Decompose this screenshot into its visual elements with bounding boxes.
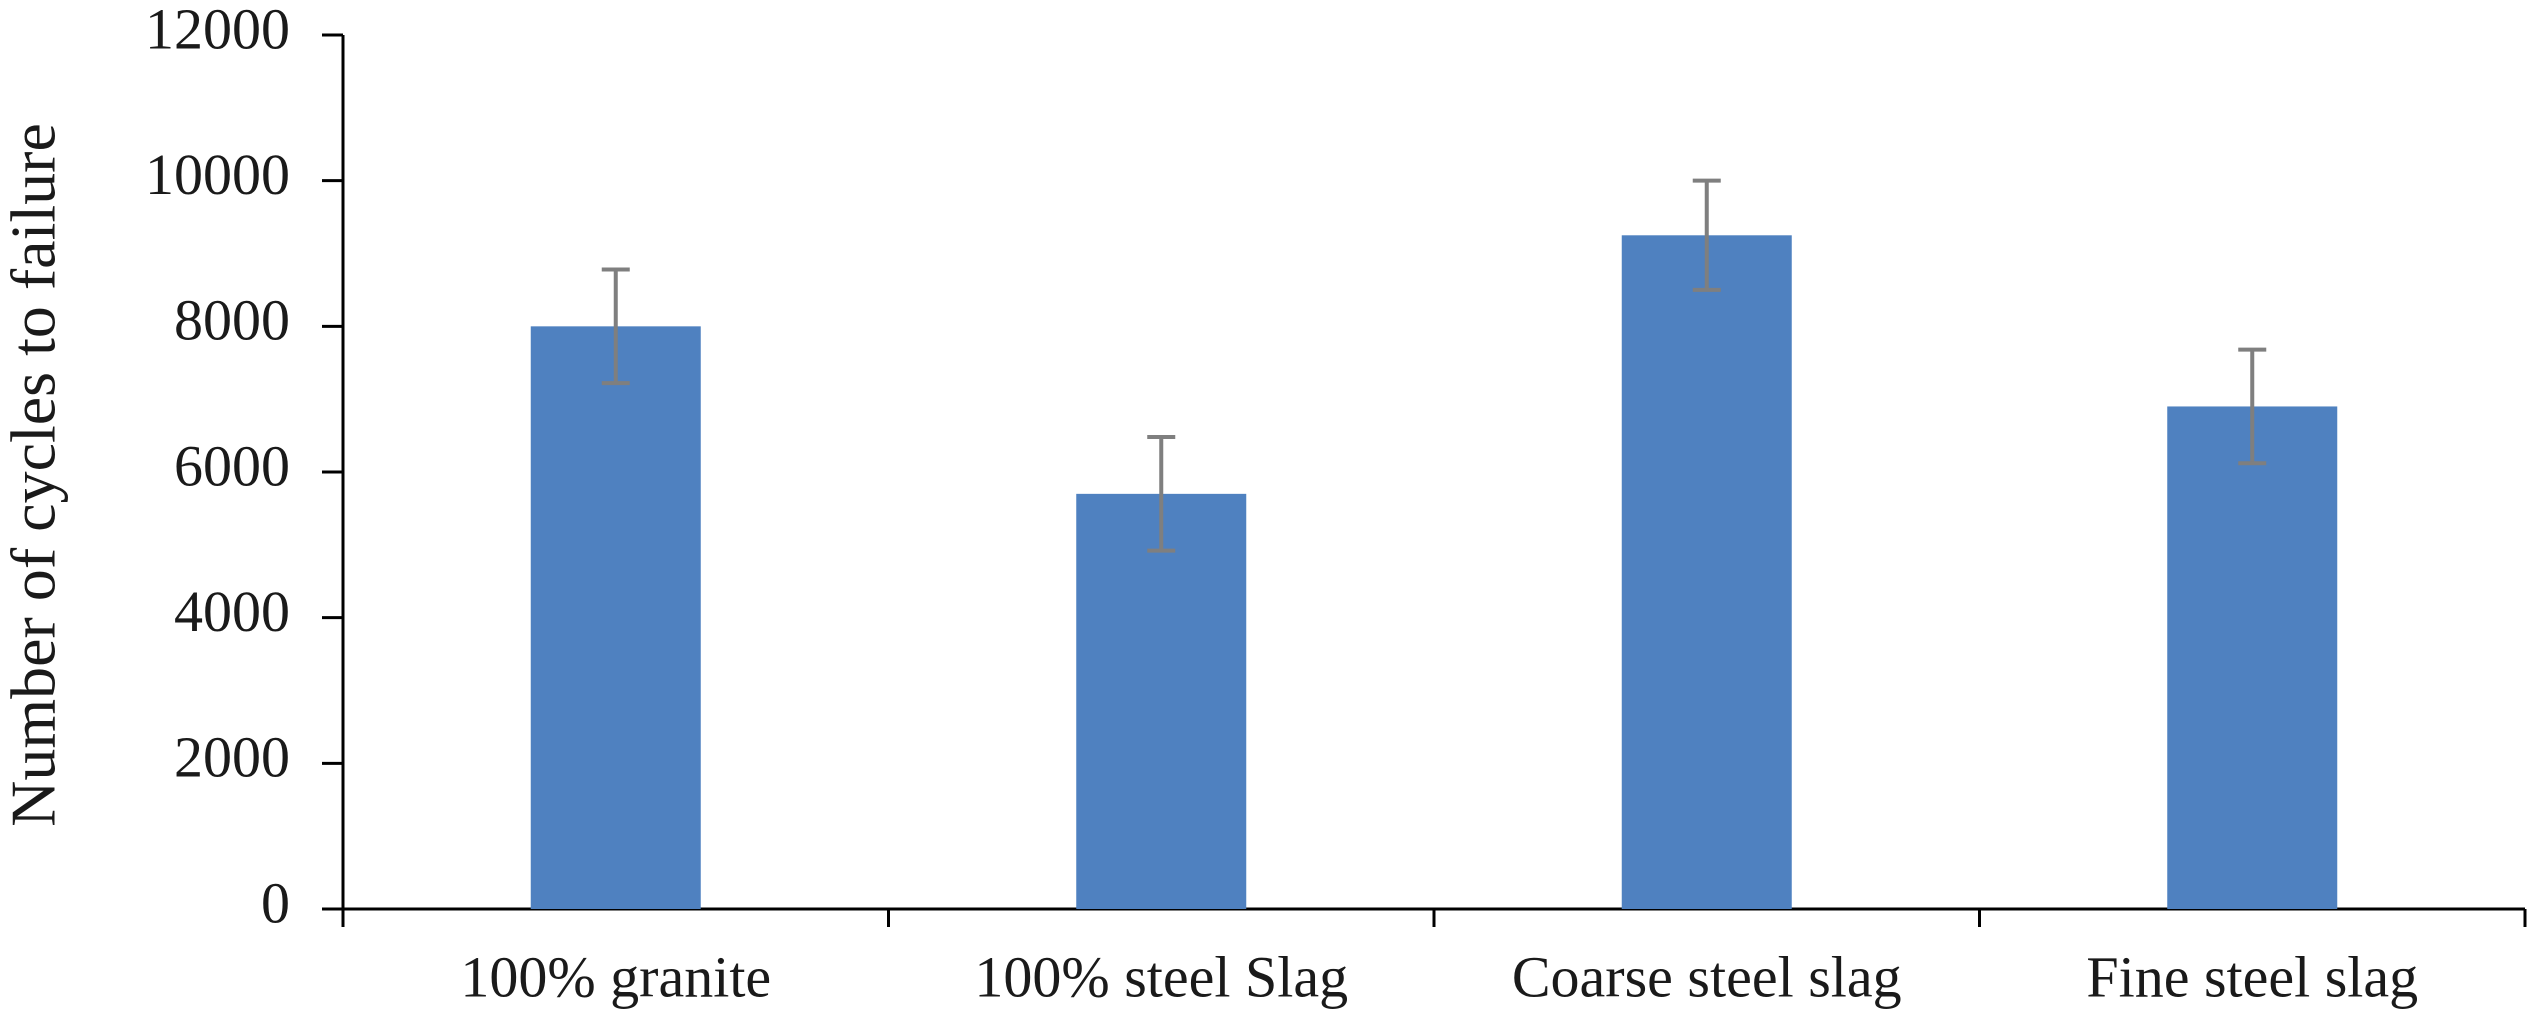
y-tick-label: 4000 xyxy=(174,579,290,644)
y-tick-label: 8000 xyxy=(174,288,290,353)
bar xyxy=(1076,493,1247,909)
error-bar xyxy=(1147,435,1176,553)
y-tick-label: 0 xyxy=(261,870,290,935)
bar xyxy=(530,326,701,909)
x-tick-label: 100% granite xyxy=(460,944,771,1009)
y-axis-title: Number of cycles to failure xyxy=(0,123,69,827)
y-tick-label: 12000 xyxy=(145,0,290,61)
y-tick-label: 2000 xyxy=(174,725,290,790)
x-tick-label: 100% steel Slag xyxy=(974,944,1348,1009)
y-tick-label: 6000 xyxy=(174,433,290,498)
x-tick-label: Coarse steel slag xyxy=(1512,944,1902,1009)
bar xyxy=(1621,235,1792,909)
error-bar xyxy=(2238,347,2267,466)
error-bar xyxy=(1692,178,1721,292)
bar xyxy=(2167,406,2338,909)
error-bar xyxy=(601,267,630,386)
x-tick-label: Fine steel slag xyxy=(2086,944,2418,1009)
y-tick-label: 10000 xyxy=(145,142,290,207)
